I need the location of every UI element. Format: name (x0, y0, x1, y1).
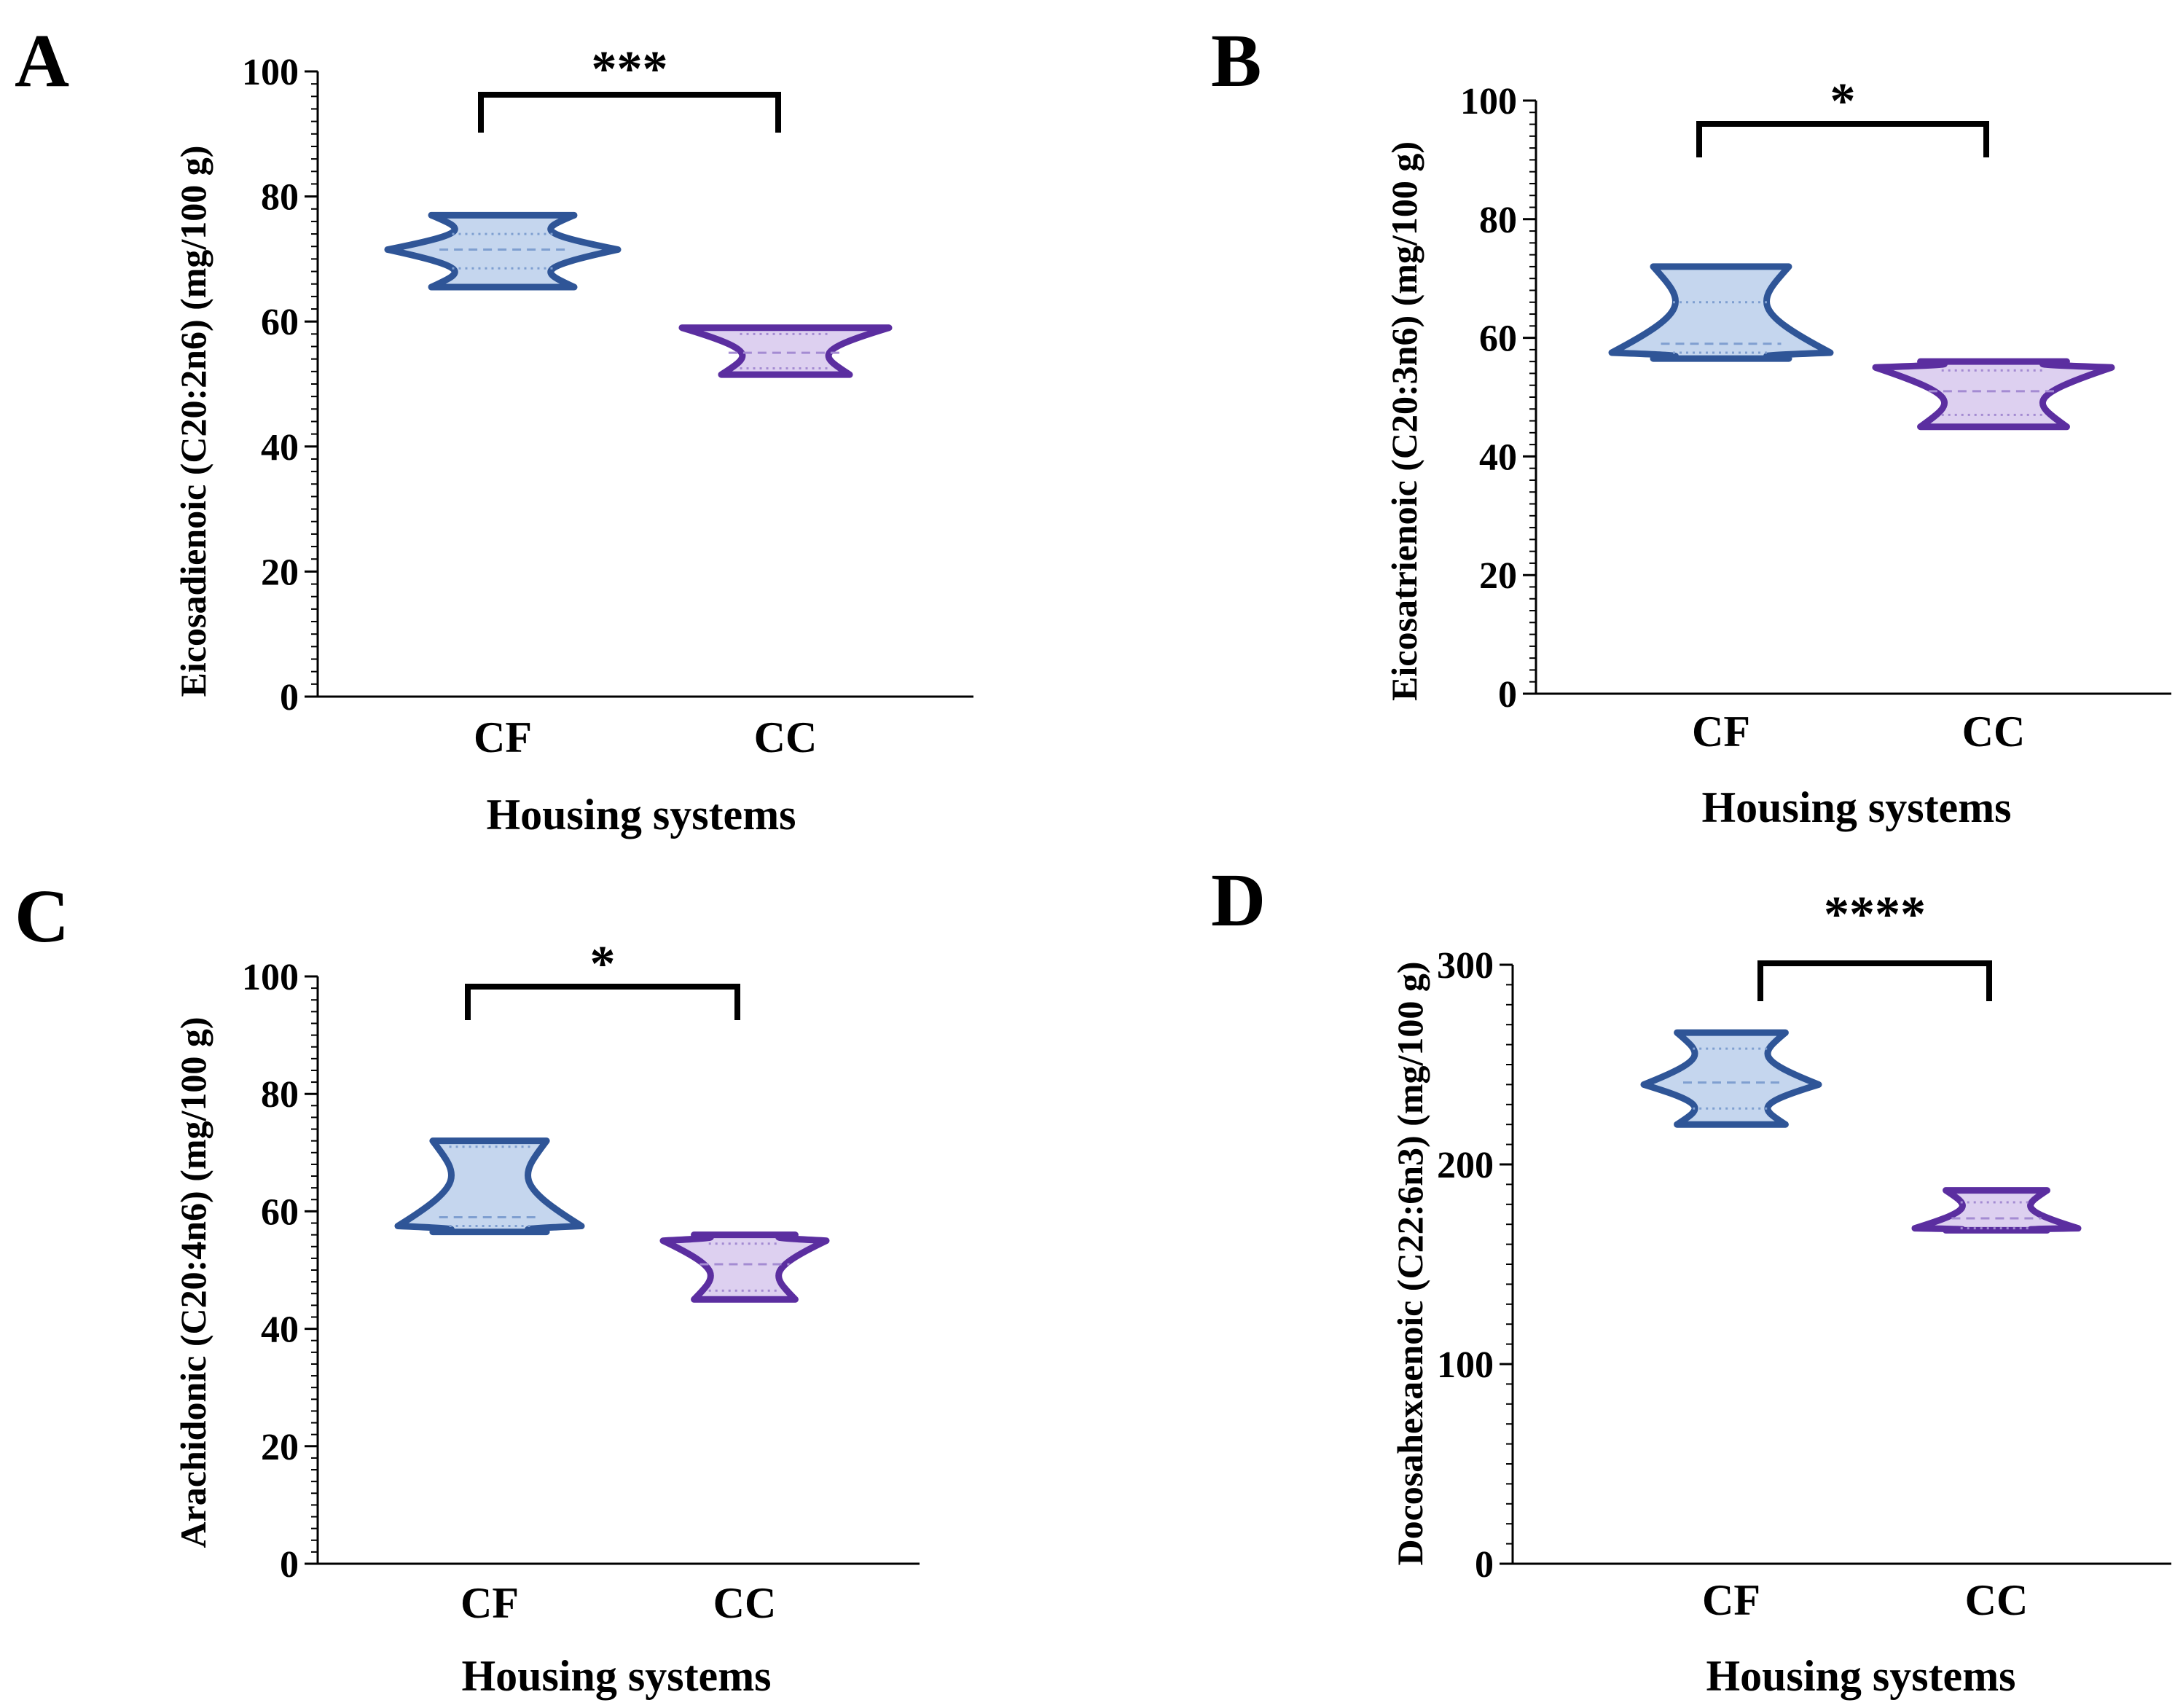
panel-c-significance-label: * (590, 936, 616, 992)
panel-d-y-tick-label: 200 (1437, 1145, 1494, 1186)
panel-b-y-tick-label: 60 (1479, 318, 1517, 360)
panel-b-x-tick-label: CC (1962, 708, 2026, 756)
panel-a-y-tick-label: 60 (261, 302, 299, 343)
panel-b-y-tick-label: 80 (1479, 200, 1517, 241)
panel-a-y-label: Eicosadienoic (C20:2n6) (mg/100 g) (173, 146, 213, 697)
panel-c-x-tick-label: CF (460, 1579, 519, 1627)
panel-c-violin-cc (659, 1231, 830, 1303)
panel-b-y-tick-label: 40 (1479, 436, 1517, 478)
panel-letter-a: A (15, 19, 69, 103)
panel-b: B 0 20 40 60 80 100 CF CC * Eicosatrienoic (C20:… (1211, 19, 2171, 831)
panel-d-violin-cf (1640, 1029, 1822, 1128)
panel-a: A 0 20 40 60 80 100 CF CC *** Eicosadienoic (C20… (15, 19, 973, 839)
panel-d-y-tick-label: 100 (1437, 1344, 1494, 1386)
panel-c-x-tick-label: CC (713, 1579, 777, 1627)
panel-c-violin-cf (394, 1137, 585, 1236)
panel-c-y-tick-label: 80 (261, 1074, 299, 1116)
panel-c: C 0 20 40 60 80 100 CF CC * Arachidonic (C20:4n6… (15, 874, 920, 1700)
panel-d-violin-cc (1911, 1187, 2082, 1234)
panel-b-x-tick-label: CF (1692, 708, 1750, 756)
panel-letter-b: B (1211, 19, 1261, 103)
panel-a-significance-label: *** (592, 42, 668, 98)
panel-a-y-tick-label: 100 (242, 52, 299, 93)
panel-a-significance-bracket (478, 92, 781, 133)
panel-a-violin-cf (384, 211, 622, 291)
panel-c-y-tick-label: 60 (261, 1191, 299, 1233)
panel-d-y-label: Docosahexaenoic (C22:6n3) (mg/100 g) (1390, 961, 1430, 1565)
panel-c-y-tick-label: 20 (261, 1427, 299, 1468)
panel-a-x-label: Housing systems (486, 791, 796, 839)
panel-b-significance-bracket (1696, 121, 1989, 157)
panel-b-y-tick-label: 100 (1460, 81, 1517, 122)
panel-c-y-label: Arachidonic (C20:4n6) (mg/100 g) (173, 1016, 213, 1548)
panel-c-y-tick-label: 40 (261, 1309, 299, 1351)
panel-d-y-tick-label: 0 (1475, 1544, 1494, 1586)
panel-d-x-tick-label: CC (1965, 1576, 2029, 1624)
panel-b-violin-cf (1608, 263, 1834, 362)
panel-d-significance-label: **** (1824, 887, 1926, 943)
panel-a-violin-cc (678, 324, 893, 378)
panel-letter-d: D (1211, 858, 1266, 942)
panel-a-x-tick-label: CF (474, 713, 532, 761)
panel-d-x-tick-label: CF (1702, 1576, 1760, 1624)
panel-a-y-tick-label: 40 (261, 427, 299, 469)
panel-a-y-tick-label: 80 (261, 177, 299, 219)
panel-b-significance-label: * (1830, 74, 1856, 130)
panel-b-x-label: Housing systems (1701, 783, 2011, 831)
panel-a-y-tick-label: 0 (280, 677, 299, 718)
panel-d-plot: 0 100 200 300 CF CC **** (1437, 887, 2171, 1624)
panel-c-y-tick-label: 0 (280, 1544, 299, 1586)
panel-b-violin-cc (1872, 358, 2115, 431)
panel-b-y-label: Eicosatrienoic (C20:3n6) (mg/100 g) (1384, 141, 1424, 701)
panel-c-y-tick-label: 100 (242, 957, 299, 998)
panel-c-x-label: Housing systems (461, 1652, 771, 1700)
panel-b-plot: 0 20 40 60 80 100 CF CC * (1460, 74, 2171, 756)
panel-d-significance-bracket (1757, 960, 1992, 1001)
panel-d-x-label: Housing systems (1706, 1652, 2015, 1700)
panel-b-y-tick-label: 0 (1498, 674, 1517, 716)
panel-a-y-tick-label: 20 (261, 552, 299, 593)
panel-letter-c: C (15, 874, 69, 958)
panel-d: D 0 100 200 300 CF CC **** Docosahexaenoic (C2… (1211, 858, 2171, 1700)
panel-c-significance-bracket (465, 984, 740, 1020)
panel-b-y-tick-label: 20 (1479, 555, 1517, 597)
panel-a-x-tick-label: CC (754, 713, 818, 761)
panel-c-plot: 0 20 40 60 80 100 CF CC * (242, 936, 920, 1627)
panel-d-y-tick-label: 300 (1437, 945, 1494, 987)
panel-a-plot: 0 20 40 60 80 100 CF CC *** (242, 42, 973, 761)
